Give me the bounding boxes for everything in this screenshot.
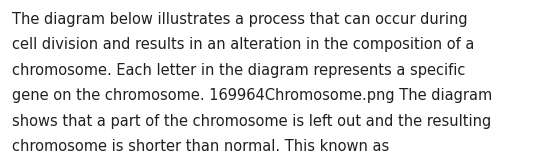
Text: gene on the chromosome. 169964Chromosome.png The diagram: gene on the chromosome. 169964Chromosome…	[12, 88, 493, 103]
Text: chromosome. Each letter in the diagram represents a specific: chromosome. Each letter in the diagram r…	[12, 63, 465, 78]
Text: cell division and results in an alteration in the composition of a: cell division and results in an alterati…	[12, 37, 475, 52]
Text: The diagram below illustrates a process that can occur during: The diagram below illustrates a process …	[12, 12, 468, 27]
Text: shows that a part of the chromosome is left out and the resulting: shows that a part of the chromosome is l…	[12, 114, 492, 129]
Text: chromosome is shorter than normal. This known as: chromosome is shorter than normal. This …	[12, 139, 389, 154]
